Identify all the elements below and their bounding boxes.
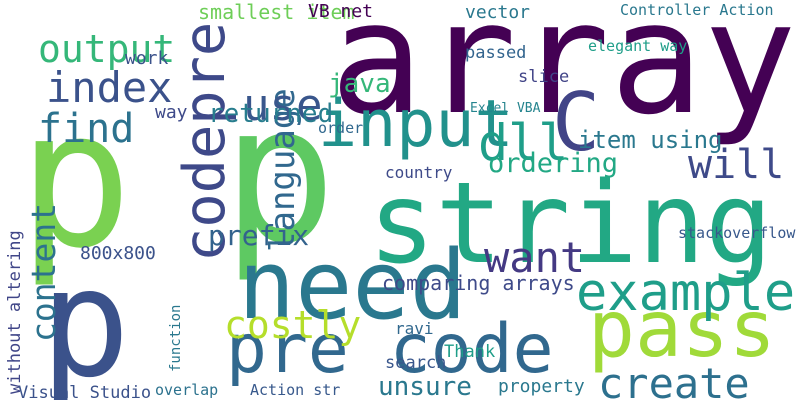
word: property <box>498 376 585 397</box>
word: example <box>576 263 795 323</box>
word: prefix <box>208 219 309 252</box>
word: stackoverflow <box>678 224 796 242</box>
word: find <box>38 106 134 152</box>
word: string <box>368 159 773 289</box>
word: will <box>688 142 784 188</box>
word: C <box>552 76 600 169</box>
word: slice <box>518 67 569 87</box>
word: elegant way <box>588 37 687 55</box>
word: way <box>155 102 188 123</box>
word: java <box>328 69 391 99</box>
word: output <box>38 27 175 71</box>
word: pass <box>588 285 776 375</box>
word: need <box>238 231 467 341</box>
word: create <box>598 359 750 400</box>
word: search <box>385 353 446 373</box>
word: p <box>18 69 132 290</box>
word: ravi <box>395 319 434 338</box>
word: language <box>263 88 303 252</box>
word: passed <box>465 43 526 63</box>
word: function <box>168 305 184 372</box>
word: order <box>318 119 363 137</box>
word: comparing arrays <box>382 271 575 295</box>
word: vector <box>465 2 530 23</box>
word: dll <box>478 114 568 172</box>
word: returned <box>208 99 333 129</box>
word: p <box>40 237 130 400</box>
word: p <box>222 64 336 285</box>
word: 800x800 <box>80 243 156 264</box>
word: Controller Action <box>620 1 774 19</box>
word: Excel VBA <box>470 101 541 116</box>
word: input <box>318 87 514 162</box>
word: Action str <box>250 381 340 399</box>
word: use <box>243 80 322 131</box>
word: overlap <box>155 381 218 399</box>
word: smallest item <box>198 0 355 24</box>
word: without altering <box>5 230 25 394</box>
word: codepre <box>172 22 238 262</box>
word: country <box>385 163 453 182</box>
word: item using <box>578 126 723 154</box>
word: want <box>484 233 585 282</box>
word: index <box>46 63 172 112</box>
word: unsure <box>378 372 472 400</box>
word: costly <box>224 303 361 347</box>
word: pre code <box>226 310 554 389</box>
word: ordering <box>488 148 618 179</box>
word: Thank <box>444 342 495 362</box>
word: array <box>330 0 797 149</box>
word: content <box>24 203 63 342</box>
word: VB net <box>308 1 373 22</box>
word: Visual Studio <box>18 383 151 400</box>
word: work <box>125 48 169 69</box>
